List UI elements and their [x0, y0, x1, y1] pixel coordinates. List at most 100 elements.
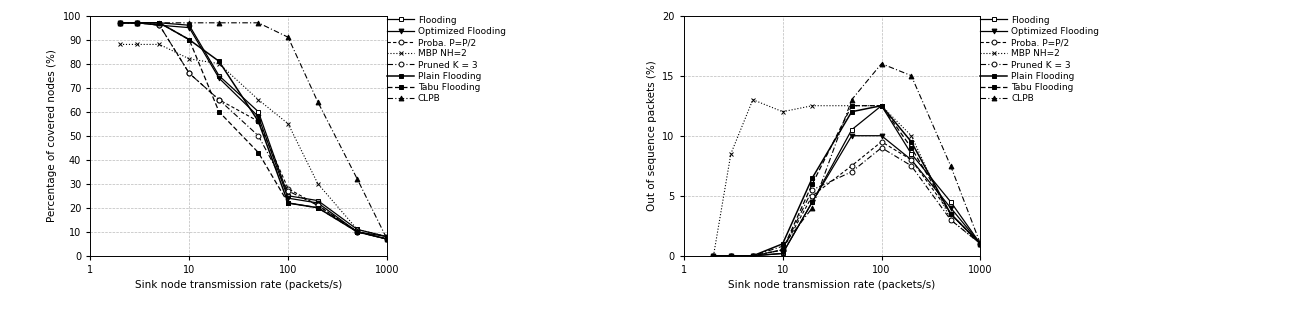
Pruned K = 3 — [250, 134, 266, 138]
CLPB — [844, 98, 859, 102]
Pruned K = 3 — [112, 21, 128, 25]
Flooding — [350, 227, 365, 231]
Tabu Flooding — [903, 146, 918, 150]
Y-axis label: Out of sequence packets (%): Out of sequence packets (%) — [646, 60, 657, 211]
Pruned K = 3 — [724, 254, 739, 258]
Optimized Flooding — [973, 242, 988, 246]
Proba. P=P/2 — [973, 242, 988, 246]
Plain Flooding — [152, 21, 168, 25]
CLPB — [130, 21, 146, 25]
MBP NH=2 — [973, 242, 988, 246]
Proba. P=P/2 — [943, 212, 958, 216]
CLPB — [775, 244, 791, 248]
Flooding — [212, 74, 227, 78]
Line: MBP NH=2: MBP NH=2 — [117, 42, 390, 239]
Line: Flooding: Flooding — [711, 103, 983, 258]
Pruned K = 3 — [379, 237, 395, 241]
Tabu Flooding — [130, 21, 146, 25]
CLPB — [724, 254, 739, 258]
Pruned K = 3 — [746, 254, 761, 258]
MBP NH=2 — [706, 254, 721, 258]
MBP NH=2 — [112, 42, 128, 46]
Proba. P=P/2 — [379, 237, 395, 241]
Optimized Flooding — [943, 206, 958, 210]
Optimized Flooding — [250, 115, 266, 118]
Line: Plain Flooding: Plain Flooding — [117, 20, 390, 241]
Proba. P=P/2 — [310, 203, 325, 207]
Pruned K = 3 — [943, 218, 958, 222]
Line: CLPB: CLPB — [711, 61, 983, 258]
Plain Flooding — [973, 242, 988, 246]
Proba. P=P/2 — [746, 254, 761, 258]
MBP NH=2 — [130, 42, 146, 46]
Plain Flooding — [746, 254, 761, 258]
Pruned K = 3 — [152, 23, 168, 27]
X-axis label: Sink node transmission rate (packets/s): Sink node transmission rate (packets/s) — [729, 280, 935, 290]
Proba. P=P/2 — [903, 158, 918, 162]
MBP NH=2 — [746, 98, 761, 102]
Tabu Flooding — [706, 254, 721, 258]
Optimized Flooding — [212, 76, 227, 80]
MBP NH=2 — [212, 62, 227, 66]
Line: MBP NH=2: MBP NH=2 — [711, 97, 983, 258]
Optimized Flooding — [350, 230, 365, 234]
Pruned K = 3 — [130, 21, 146, 25]
MBP NH=2 — [182, 57, 197, 61]
Pruned K = 3 — [280, 189, 295, 193]
Proba. P=P/2 — [873, 140, 889, 144]
Tabu Flooding — [182, 38, 197, 41]
Optimized Flooding — [379, 235, 395, 238]
CLPB — [250, 21, 266, 25]
Proba. P=P/2 — [250, 119, 266, 123]
MBP NH=2 — [152, 42, 168, 46]
Flooding — [943, 200, 958, 204]
Plain Flooding — [250, 119, 266, 123]
Plain Flooding — [280, 201, 295, 205]
Flooding — [973, 242, 988, 246]
MBP NH=2 — [379, 235, 395, 238]
Proba. P=P/2 — [706, 254, 721, 258]
Plain Flooding — [130, 21, 146, 25]
Optimized Flooding — [152, 23, 168, 27]
Line: Flooding: Flooding — [117, 20, 390, 239]
Tabu Flooding — [250, 151, 266, 154]
Optimized Flooding — [724, 254, 739, 258]
Tabu Flooding — [112, 21, 128, 25]
Tabu Flooding — [973, 242, 988, 246]
Line: Tabu Flooding: Tabu Flooding — [711, 103, 983, 258]
MBP NH=2 — [873, 104, 889, 108]
Legend: Flooding, Optimized Flooding, Proba. P=P/2, MBP NH=2, Pruned K = 3, Plain Floodi: Flooding, Optimized Flooding, Proba. P=P… — [980, 16, 1099, 103]
Plain Flooding — [310, 206, 325, 210]
MBP NH=2 — [775, 110, 791, 114]
Flooding — [130, 21, 146, 25]
Flooding — [379, 235, 395, 238]
Tabu Flooding — [280, 201, 295, 205]
Plain Flooding — [805, 176, 820, 180]
Line: Proba. P=P/2: Proba. P=P/2 — [711, 139, 983, 258]
Optimized Flooding — [310, 201, 325, 205]
Flooding — [310, 199, 325, 202]
Line: Optimized Flooding: Optimized Flooding — [117, 20, 390, 239]
CLPB — [280, 35, 295, 39]
Proba. P=P/2 — [182, 71, 197, 75]
MBP NH=2 — [844, 104, 859, 108]
Optimized Flooding — [182, 26, 197, 30]
CLPB — [379, 237, 395, 241]
Tabu Flooding — [379, 237, 395, 241]
Proba. P=P/2 — [724, 254, 739, 258]
CLPB — [152, 21, 168, 25]
CLPB — [805, 206, 820, 210]
Legend: Flooding, Optimized Flooding, Proba. P=P/2, MBP NH=2, Pruned K = 3, Plain Floodi: Flooding, Optimized Flooding, Proba. P=P… — [387, 16, 506, 103]
Line: Plain Flooding: Plain Flooding — [711, 103, 983, 258]
MBP NH=2 — [310, 182, 325, 186]
CLPB — [903, 74, 918, 78]
Tabu Flooding — [943, 212, 958, 216]
MBP NH=2 — [805, 104, 820, 108]
CLPB — [943, 164, 958, 168]
Tabu Flooding — [724, 254, 739, 258]
Tabu Flooding — [775, 248, 791, 252]
Pruned K = 3 — [350, 230, 365, 234]
Plain Flooding — [706, 254, 721, 258]
Line: CLPB: CLPB — [117, 20, 390, 241]
Proba. P=P/2 — [775, 248, 791, 252]
